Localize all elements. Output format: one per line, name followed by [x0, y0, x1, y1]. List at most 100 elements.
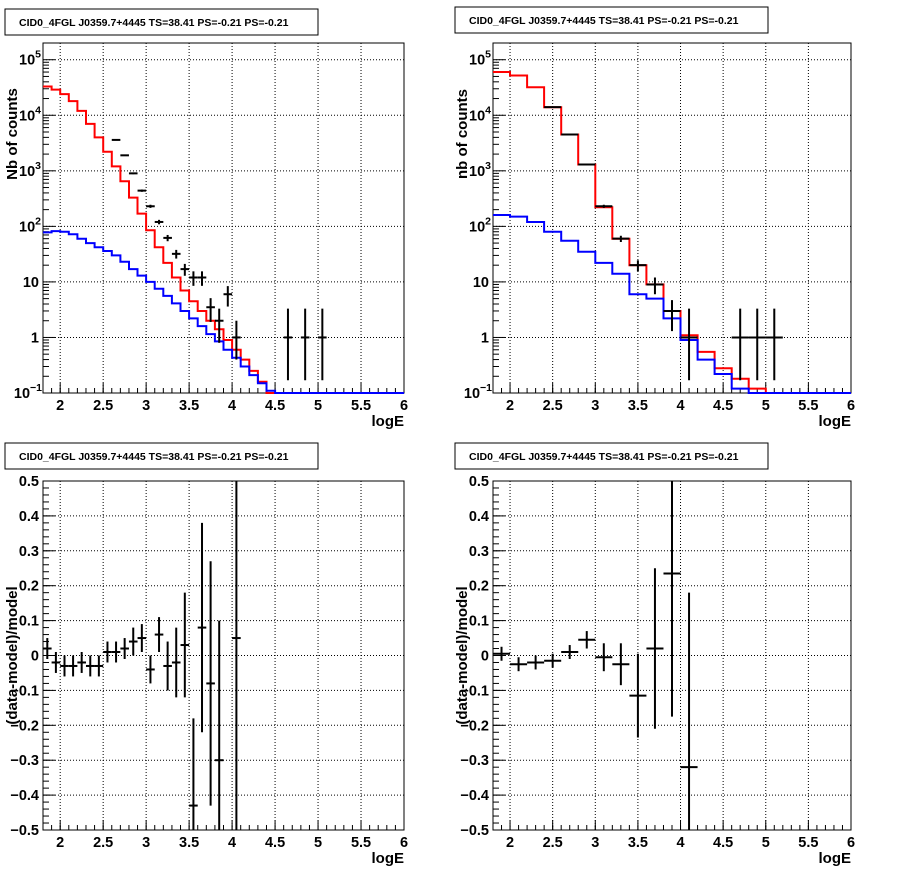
y-tick-label: 10−1: [464, 382, 492, 402]
data-point: [120, 638, 129, 659]
data-point: [561, 645, 579, 659]
x-tick-label: 4.5: [713, 835, 733, 851]
x-tick-label: 4.5: [713, 398, 733, 414]
data-point: [561, 133, 579, 136]
y-tick-label: 0: [31, 649, 39, 665]
data-point: [544, 653, 562, 668]
x-tick-label: 4.5: [265, 398, 285, 414]
data-point: [43, 638, 52, 659]
y-tick-label: 0.1: [19, 614, 39, 630]
y-tick-label: −0.3: [10, 753, 39, 769]
x-tick-label: 4: [676, 398, 684, 414]
x-tick-label: 5.5: [798, 398, 818, 414]
data-points-series: [493, 481, 698, 830]
data-point: [60, 655, 69, 677]
plot-frame: [42, 42, 405, 394]
y-axis-label: (data-model)/model: [454, 586, 471, 724]
data-point: [493, 646, 511, 661]
y-axis: 10−1 1 10 102 103 104 105 Nb of counts: [4, 49, 404, 402]
title-box: [4, 8, 319, 36]
chart-title: CID0_4FGL J0359.7+4445 TS=38.41 PS=-0.21…: [469, 451, 739, 463]
y-tick-label: 102: [469, 215, 491, 235]
data-point: [120, 154, 129, 157]
x-tick-label: 2: [56, 398, 64, 414]
x-tick-label: 2.5: [543, 398, 563, 414]
title-box: [4, 442, 319, 470]
x-axis-label: logE: [372, 413, 405, 430]
data-point: [137, 189, 147, 192]
x-axis-label: logE: [372, 850, 405, 867]
chart-panel-top-left: CID0_4FGL J0359.7+4445 TS=38.41 PS=-0.21…: [4, 8, 408, 430]
x-tick-label: 3.5: [179, 835, 199, 851]
x-tick-label: 2.5: [93, 398, 113, 414]
histogram-series: [493, 214, 851, 394]
histogram-series: [43, 230, 404, 394]
data-point: [663, 481, 681, 717]
x-tick-label: 4: [228, 398, 236, 414]
y-tick-label: −0.4: [460, 788, 489, 804]
title-box: [454, 442, 769, 470]
x-tick-label: 5: [314, 835, 322, 851]
data-point: [189, 271, 198, 286]
y-tick-label: 104: [469, 104, 491, 124]
x-tick-label: 5.5: [351, 398, 371, 414]
data-point: [680, 308, 698, 381]
y-tick-label: 10: [473, 275, 489, 291]
data-point: [595, 204, 613, 208]
data-point: [300, 308, 310, 381]
data-point: [180, 592, 190, 698]
y-tick-label: 0.4: [19, 509, 39, 525]
data-point: [612, 235, 630, 242]
data-point: [680, 592, 698, 830]
y-tick-label: 0.2: [469, 579, 489, 595]
data-point: [180, 263, 190, 276]
plot-frame: [492, 42, 852, 394]
data-point: [748, 308, 766, 381]
chart-panel-top-right: CID0_4FGL J0359.7+4445 TS=38.41 PS=-0.21…: [454, 6, 855, 430]
data-point: [163, 641, 172, 691]
data-point: [232, 481, 241, 830]
y-tick-label: 10−1: [14, 382, 42, 402]
chart-panel-bottom-right: CID0_4FGL J0359.7+4445 TS=38.41 PS=-0.21…: [454, 442, 855, 867]
data-point: [103, 641, 112, 663]
x-tick-label: 5.5: [798, 835, 818, 851]
plot-frame: [42, 480, 405, 831]
data-point: [51, 652, 61, 673]
y-tick-label: −0.2: [460, 718, 489, 734]
y-tick-label: 0.4: [469, 509, 489, 525]
data-point: [527, 655, 545, 670]
x-tick-label: 3: [591, 835, 599, 851]
data-point: [111, 641, 121, 663]
y-tick-label: 0.3: [469, 544, 489, 560]
data-point: [646, 277, 664, 295]
data-point: [85, 655, 95, 677]
y-tick-label: 0.5: [19, 474, 39, 490]
x-tick-label: 3.5: [628, 398, 648, 414]
data-point: [578, 631, 596, 649]
y-tick-label: 102: [19, 215, 41, 235]
y-tick-label: −0.5: [10, 823, 39, 839]
data-point: [189, 718, 198, 830]
data-point: [128, 627, 138, 656]
chart-title: CID0_4FGL J0359.7+4445 TS=38.41 PS=-0.21…: [19, 17, 289, 29]
data-point: [77, 652, 86, 673]
data-point: [163, 234, 172, 242]
histogram-line: [493, 214, 851, 394]
data-point: [171, 627, 181, 698]
x-axis-label: logE: [819, 850, 852, 867]
y-tick-label: −0.3: [460, 753, 489, 769]
x-tick-label: 2.5: [93, 835, 113, 851]
y-tick-label: 103: [19, 160, 41, 180]
data-point: [612, 643, 630, 686]
y-axis-label: (data-model)/model: [4, 586, 21, 724]
data-point: [223, 286, 233, 307]
x-tick-label: 5: [314, 398, 322, 414]
x-tick-label: 3: [142, 835, 150, 851]
x-tick-label: 2: [56, 835, 64, 851]
x-tick-label: 3: [142, 398, 150, 414]
data-point: [94, 655, 104, 677]
x-axis-label: logE: [819, 413, 852, 430]
